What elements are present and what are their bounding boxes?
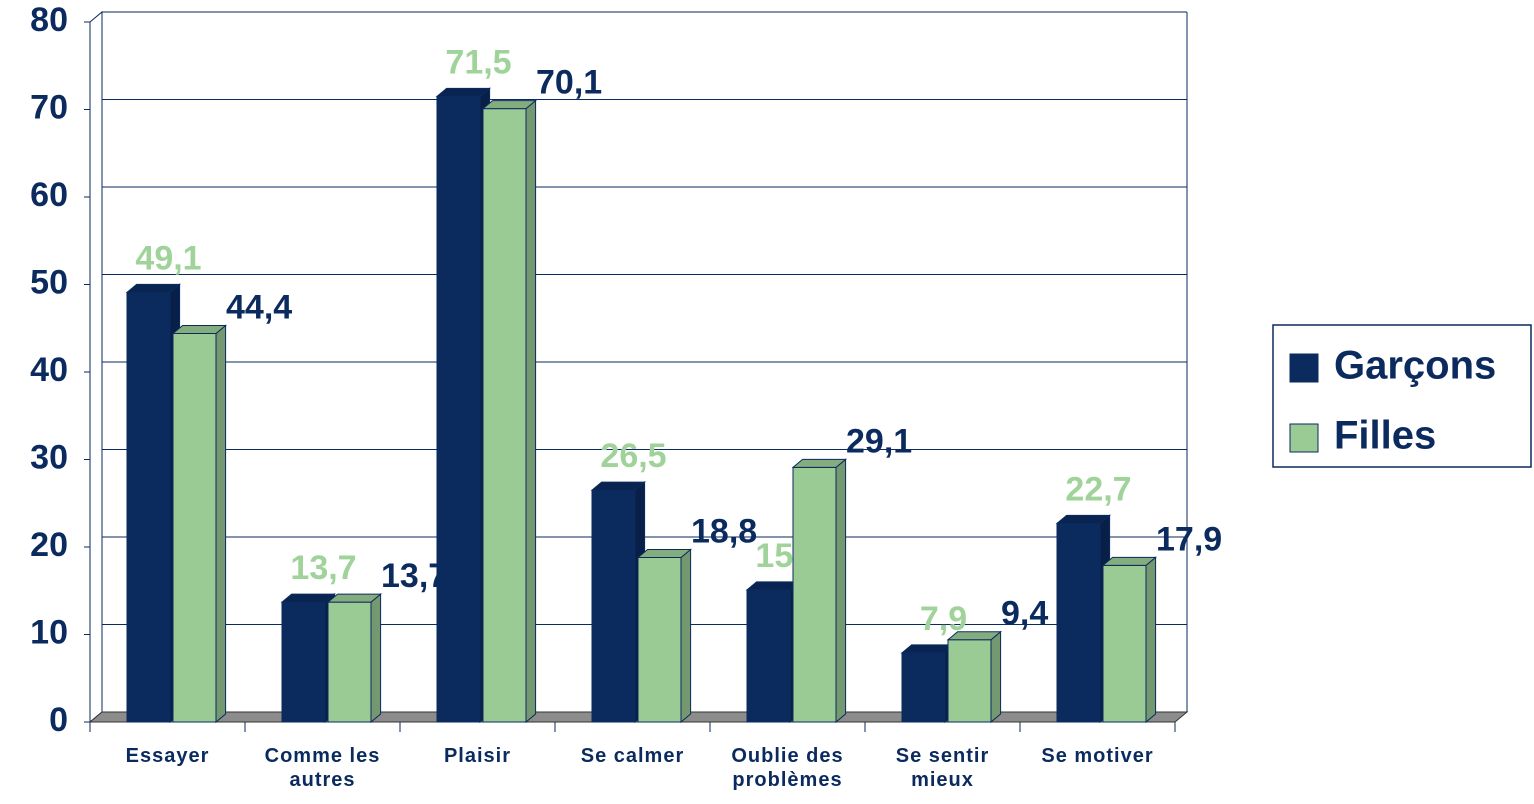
bar-top bbox=[590, 481, 646, 491]
bar bbox=[947, 639, 992, 723]
bar-top bbox=[171, 325, 227, 334]
bar bbox=[126, 291, 171, 723]
bar-side bbox=[370, 593, 382, 724]
bar-side bbox=[835, 458, 847, 724]
y-tick-label: 40 bbox=[30, 351, 68, 389]
legend-swatch bbox=[1289, 353, 1319, 383]
y-tick-label: 0 bbox=[49, 701, 68, 739]
legend-label: Filles bbox=[1334, 414, 1436, 458]
bar bbox=[482, 108, 527, 723]
value-label: 13,7 bbox=[290, 549, 356, 587]
bar bbox=[1056, 522, 1101, 723]
value-label: 71,5 bbox=[445, 43, 511, 81]
y-tick-label: 30 bbox=[30, 438, 68, 476]
value-label: 70,1 bbox=[536, 64, 602, 102]
value-label: 49,1 bbox=[135, 239, 201, 277]
bar-top bbox=[946, 631, 1002, 641]
value-label: 44,4 bbox=[226, 288, 292, 326]
bar-side bbox=[680, 548, 692, 724]
left-wall bbox=[89, 10, 103, 724]
bar-top bbox=[125, 283, 181, 293]
y-tick-label: 10 bbox=[30, 613, 68, 651]
x-tick-label: Se motiver bbox=[1041, 745, 1154, 767]
bar bbox=[637, 557, 682, 723]
bar bbox=[281, 601, 326, 723]
bar-top bbox=[791, 458, 847, 468]
bar bbox=[436, 95, 481, 723]
bar-top bbox=[280, 593, 336, 603]
bar-side bbox=[1145, 556, 1157, 724]
x-tick-label: Se calmer bbox=[580, 745, 685, 767]
y-tick-label: 50 bbox=[30, 263, 68, 301]
x-tick-label: Comme les autres bbox=[264, 745, 381, 791]
bar-side bbox=[525, 99, 537, 724]
value-label: 22,7 bbox=[1065, 470, 1131, 508]
bar-side bbox=[990, 630, 1002, 724]
y-tick-label: 70 bbox=[30, 88, 68, 126]
y-tick-label: 80 bbox=[30, 1, 68, 39]
value-label: 13,7 bbox=[381, 557, 447, 595]
bar bbox=[172, 333, 217, 723]
x-tick-label: Oublie des problèmes bbox=[731, 745, 844, 791]
bar bbox=[792, 466, 837, 723]
value-label: 9,4 bbox=[1001, 595, 1048, 633]
bar bbox=[591, 489, 636, 723]
bar-top bbox=[900, 644, 956, 654]
y-tick-label: 20 bbox=[30, 526, 68, 564]
bar-top bbox=[745, 581, 801, 591]
bar-top bbox=[326, 593, 382, 603]
x-tick-label: Plaisir bbox=[443, 745, 512, 767]
bar bbox=[746, 589, 791, 723]
value-label: 18,8 bbox=[691, 512, 757, 550]
y-tick-label: 60 bbox=[30, 176, 68, 214]
value-label: 29,1 bbox=[846, 422, 912, 460]
bar-top bbox=[636, 549, 692, 558]
bar-top bbox=[1055, 514, 1111, 524]
bar bbox=[901, 652, 946, 723]
bar-side bbox=[215, 324, 227, 724]
bar bbox=[1102, 564, 1147, 723]
legend-swatch bbox=[1289, 423, 1319, 453]
value-label: 17,9 bbox=[1156, 520, 1222, 558]
value-label: 26,5 bbox=[600, 437, 666, 475]
bar-top bbox=[481, 100, 537, 110]
bar bbox=[327, 601, 372, 723]
legend-label: Garçons bbox=[1334, 344, 1496, 388]
x-tick-label: Essayer bbox=[125, 745, 210, 767]
x-tick-label: Se sentir mieux bbox=[895, 745, 990, 791]
bar-top bbox=[435, 87, 491, 97]
bar-top bbox=[1101, 556, 1157, 566]
